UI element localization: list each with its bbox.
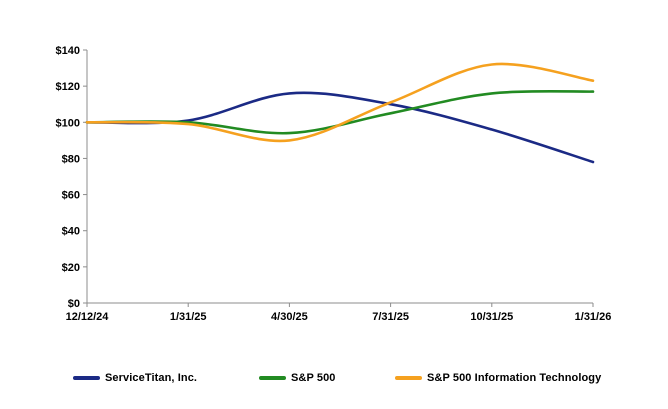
y-axis-tick-label: $140 <box>56 45 80 57</box>
sp500-line-swatch <box>259 376 286 380</box>
legend-label-sp500: S&P 500 <box>291 372 336 384</box>
legend-item-sp500-it: S&P 500 Information Technology <box>395 370 601 386</box>
x-axis-tick-label: 1/31/26 <box>575 311 612 323</box>
x-axis-tick-label: 1/31/25 <box>170 311 207 323</box>
sp500-it-line-swatch <box>395 376 422 380</box>
y-axis-tick-label: $80 <box>62 153 80 165</box>
performance-line-chart: $0 $20 $40 $60 $80 $100 $120 $140 12/12/24 1/31/2… <box>56 45 612 323</box>
x-axis-tick-label: 4/30/25 <box>271 311 308 323</box>
y-axis-tick-label: $0 <box>68 298 80 310</box>
series-line-s-p-500 <box>85 89 595 135</box>
legend-item-servicetitan: ServiceTitan, Inc. <box>73 370 197 386</box>
servicetitan-line-swatch <box>73 376 100 380</box>
series-line-servicetitan-inc <box>85 91 595 164</box>
legend-label-sp500-it: S&P 500 Information Technology <box>427 372 602 384</box>
legend-label-servicetitan: ServiceTitan, Inc. <box>105 372 198 384</box>
x-axis-tick-label: 12/12/24 <box>66 311 110 323</box>
x-axis-tick-label: 10/31/25 <box>470 311 513 323</box>
y-axis-tick-label: $100 <box>56 117 80 129</box>
y-axis-tick-label: $60 <box>62 190 80 202</box>
legend-item-sp500: S&P 500 <box>259 370 336 386</box>
y-axis-tick-label: $120 <box>56 81 80 93</box>
x-axis-tick-label: 7/31/25 <box>372 311 409 323</box>
series-line-s-p-500-information-technology <box>85 62 595 143</box>
y-axis-tick-label: $40 <box>62 226 80 238</box>
y-axis-tick-label: $20 <box>62 262 80 274</box>
chart-legend: ServiceTitan, Inc. S&P 500 S&P 500 Infor… <box>0 370 668 386</box>
